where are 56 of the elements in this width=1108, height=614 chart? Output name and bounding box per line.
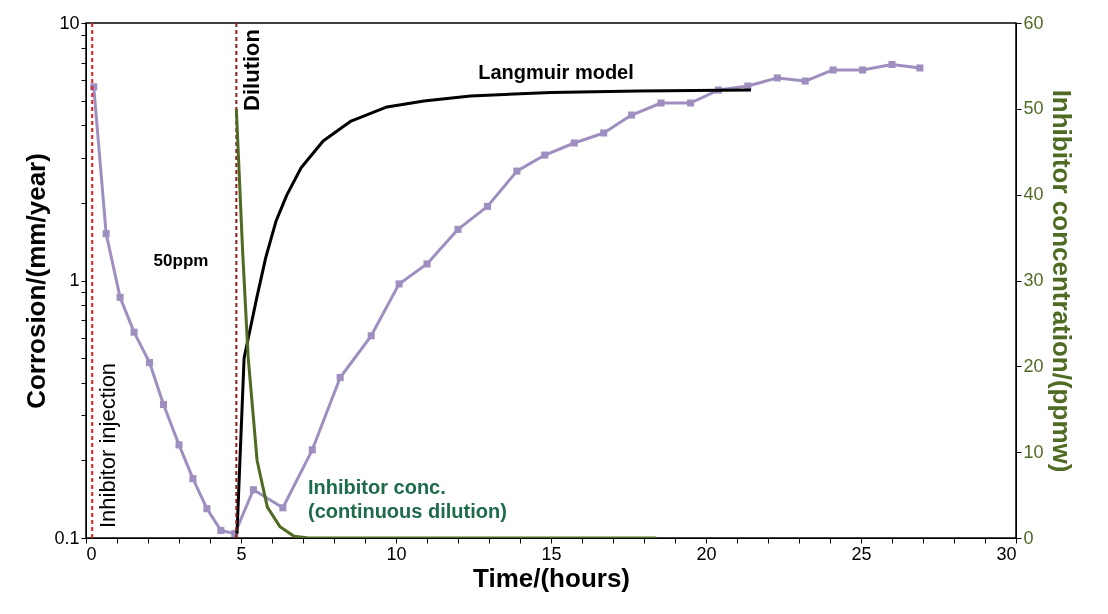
- y2-axis-title: Inhibitor concentration/(ppmw): [1046, 89, 1077, 473]
- point: [308, 446, 316, 454]
- y-tick-label: 0.1: [54, 527, 80, 548]
- point: [203, 505, 211, 513]
- ref-line-label: Dilution: [239, 29, 265, 111]
- annotation: 50ppm: [153, 251, 209, 270]
- point: [628, 111, 636, 119]
- point: [570, 139, 578, 147]
- x-tick-label: 0: [86, 543, 97, 564]
- point: [249, 486, 257, 494]
- y2-tick-label: 30: [1023, 270, 1044, 290]
- point: [600, 129, 608, 137]
- point: [859, 66, 867, 74]
- point: [367, 332, 375, 340]
- point: [116, 293, 124, 301]
- point: [513, 167, 521, 175]
- point: [888, 60, 896, 69]
- y2-tick-label: 40: [1023, 184, 1044, 205]
- y2-tick-label: 20: [1023, 355, 1044, 376]
- series-label: Langmuir model: [478, 61, 634, 83]
- x-axis-title: Time/(hours): [473, 562, 630, 593]
- point: [916, 64, 924, 72]
- point: [454, 225, 462, 233]
- series-label: Inhibitor conc. (continuous dilution): [308, 476, 507, 522]
- point: [423, 260, 431, 268]
- point: [279, 504, 287, 512]
- x-tick-label: 10: [386, 543, 407, 564]
- point: [146, 359, 154, 367]
- point: [217, 526, 225, 534]
- y-tick-label: 10: [59, 12, 80, 33]
- y2-tick-label: 50: [1023, 98, 1044, 119]
- point: [829, 66, 837, 74]
- y-axis-title: Corrosion/(mm/year): [21, 153, 52, 409]
- point: [801, 77, 809, 85]
- x-tick-label: 20: [696, 543, 717, 564]
- point: [483, 202, 491, 210]
- y2-tick-label: 60: [1023, 12, 1044, 33]
- point: [102, 230, 110, 238]
- point: [130, 328, 138, 336]
- point: [189, 475, 197, 483]
- point: [336, 373, 344, 382]
- point: [159, 400, 168, 409]
- point: [395, 280, 403, 288]
- point: [657, 99, 665, 107]
- x-tick-label: 15: [541, 543, 562, 564]
- point: [541, 151, 549, 159]
- point: [175, 441, 183, 449]
- point: [773, 74, 781, 82]
- y2-tick-label: 10: [1023, 441, 1044, 462]
- x-tick-label: 5: [236, 543, 247, 564]
- ref-line-label: Inhibitor injection: [95, 362, 121, 528]
- x-tick-label: 30: [996, 543, 1017, 564]
- point: [686, 99, 695, 107]
- y-tick-label: 1: [69, 270, 80, 290]
- x-tick-label: 25: [851, 543, 872, 564]
- y2-tick-label: 0: [1023, 527, 1034, 548]
